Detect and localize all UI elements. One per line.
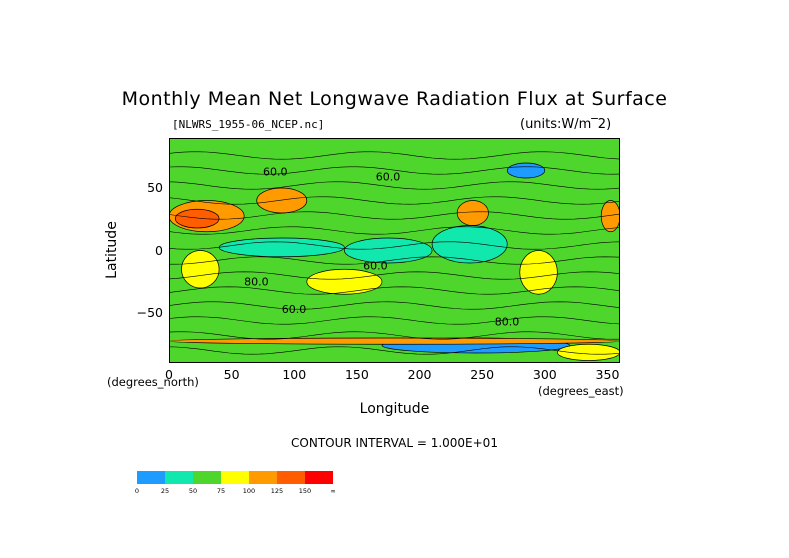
contour-region (431, 225, 508, 264)
colorbar (137, 471, 333, 484)
colorbar-label: 150 (298, 487, 312, 495)
contour-label: 80.0 (495, 316, 520, 329)
x-tick-label: 0 (165, 367, 173, 382)
contour-label: 80.0 (244, 276, 269, 289)
colorbar-label: 75 (216, 487, 226, 495)
contour-label: 60.0 (263, 166, 288, 179)
contour-interval-label: CONTOUR INTERVAL = 1.000E+01 (291, 436, 498, 450)
y-tick-label: −50 (136, 305, 163, 320)
contour-line (169, 331, 620, 340)
colorbar-swatch (193, 471, 221, 484)
contour-line (169, 151, 620, 160)
colorbar-label: 50 (188, 487, 198, 495)
contour-line (169, 256, 620, 265)
contour-region (557, 343, 620, 361)
x-tick-label: 50 (223, 367, 240, 382)
contour-line (169, 301, 620, 310)
colorbar-swatch (249, 471, 277, 484)
x-tick-label: 100 (282, 367, 307, 382)
contour-line (169, 226, 620, 235)
x-tick-label: 150 (344, 367, 369, 382)
contour-region (169, 337, 620, 345)
contour-line (169, 241, 620, 250)
x-unit-label: (degrees_east) (538, 384, 624, 398)
contour-region (456, 200, 489, 226)
contour-line (169, 271, 620, 280)
units-label: (units:W/m‾2) (520, 117, 612, 132)
chart-title: Monthly Mean Net Longwave Radiation Flux… (121, 88, 668, 110)
colorbar-swatch (137, 471, 165, 484)
contour-region (256, 187, 308, 214)
contour-line (169, 196, 620, 205)
contour-line (169, 181, 620, 190)
contour-label: 60.0 (363, 259, 388, 272)
x-axis-label: Longitude (359, 401, 430, 417)
colorbar-label: 100 (242, 487, 256, 495)
contour-region (218, 237, 345, 258)
map-plot-area: 60.0 60.0 60.0 80.0 60.0 80.0 (169, 138, 620, 363)
y-unit-label: (degrees_north) (107, 375, 199, 389)
colorbar-swatch (277, 471, 305, 484)
contour-region (506, 162, 546, 179)
contour-region (519, 250, 558, 295)
contour-line (169, 166, 620, 175)
file-label: [NLWRS_1955-06_NCEP.nc] (172, 118, 325, 131)
colorbar-label: 25 (160, 487, 170, 495)
contour-region (344, 237, 433, 264)
x-tick-label: 300 (532, 367, 557, 382)
colorbar-swatch (221, 471, 249, 484)
plot-frame (169, 138, 620, 363)
contour-label: 60.0 (282, 303, 307, 316)
contour-line (169, 346, 620, 355)
contour-label: 60.0 (376, 171, 401, 184)
contour-line (169, 211, 620, 220)
contour-region (181, 250, 220, 289)
x-tick-label: 200 (407, 367, 432, 382)
y-axis-label: Latitude (104, 221, 120, 279)
x-tick-label: 350 (595, 367, 620, 382)
colorbar-label: 125 (270, 487, 284, 495)
y-tick-label: 0 (155, 242, 163, 258)
colorbar-label: ∞ (330, 487, 336, 495)
y-tick-label: 50 (147, 180, 163, 195)
contour-region (174, 208, 220, 229)
colorbar-swatch (305, 471, 333, 484)
contour-line (169, 286, 620, 295)
contour-line (169, 316, 620, 325)
colorbar-swatch (165, 471, 193, 484)
x-tick-label: 250 (470, 367, 495, 382)
contour-region (306, 268, 383, 295)
colorbar-label: 0 (134, 487, 140, 495)
